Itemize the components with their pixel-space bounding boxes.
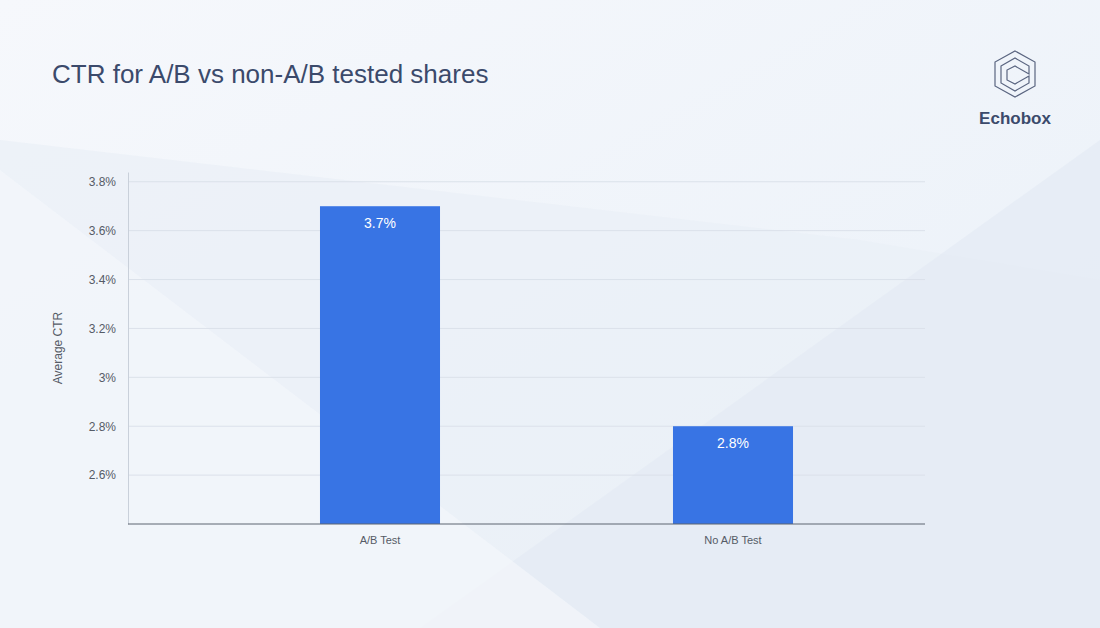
data-labels: 3.7% 2.8% [364,215,749,451]
grid [128,182,925,475]
y-tick: 3.4% [89,273,128,287]
logo-icon [1001,58,1029,91]
bar [320,206,440,524]
y-tick-label: 3.2% [89,322,117,336]
data-label: 2.8% [717,435,749,451]
y-tick-label: 2.6% [89,468,117,482]
y-tick: 3% [99,371,128,385]
grid-line [128,279,925,280]
title: CTR for A/B vs non-A/B tested shares [52,59,488,89]
y-axis-title: Average CTR [51,311,65,384]
y-tick: 3.8% [89,175,128,189]
y-axis-line [128,173,129,525]
x-tick-label: No A/B Test [704,534,761,546]
y-axis: 2.6% 2.8% 3% 3.2% 3.4% 3.6% 3.8% [89,173,129,525]
grid-line [128,230,925,231]
x-tick: A/B Test [360,524,401,546]
y-tick: 3.2% [89,322,128,336]
bar [673,426,793,524]
background-shape [0,170,600,628]
y-tick: 2.8% [89,420,128,434]
logo-text: Echobox [979,109,1051,128]
x-axis-line [128,524,925,525]
background-shape [0,140,1100,628]
background [0,0,1100,628]
x-tick: No A/B Test [704,524,761,546]
data-label: 3.7% [364,215,396,231]
logo [995,51,1035,97]
y-tick-label: 3.8% [89,175,117,189]
y-tick: 2.6% [89,468,128,482]
grid-line [128,181,925,182]
background-fill [0,0,1100,628]
y-tick-label: 3% [99,371,117,385]
grid-line [128,426,925,427]
chart: CTR for A/B vs non-A/B tested shares Echo… [0,0,1100,628]
y-tick: 3.6% [89,224,128,238]
y-tick-label: 3.4% [89,273,117,287]
y-tick-label: 2.8% [89,420,117,434]
bars [320,206,793,524]
grid-line [128,475,925,476]
logo-icon [995,51,1035,97]
x-axis: A/B Test No A/B Test [360,524,762,546]
x-tick-label: A/B Test [360,534,401,546]
grid-line [128,328,925,329]
grid-line [128,377,925,378]
y-tick-label: 3.6% [89,224,117,238]
background-shape [420,140,1100,628]
